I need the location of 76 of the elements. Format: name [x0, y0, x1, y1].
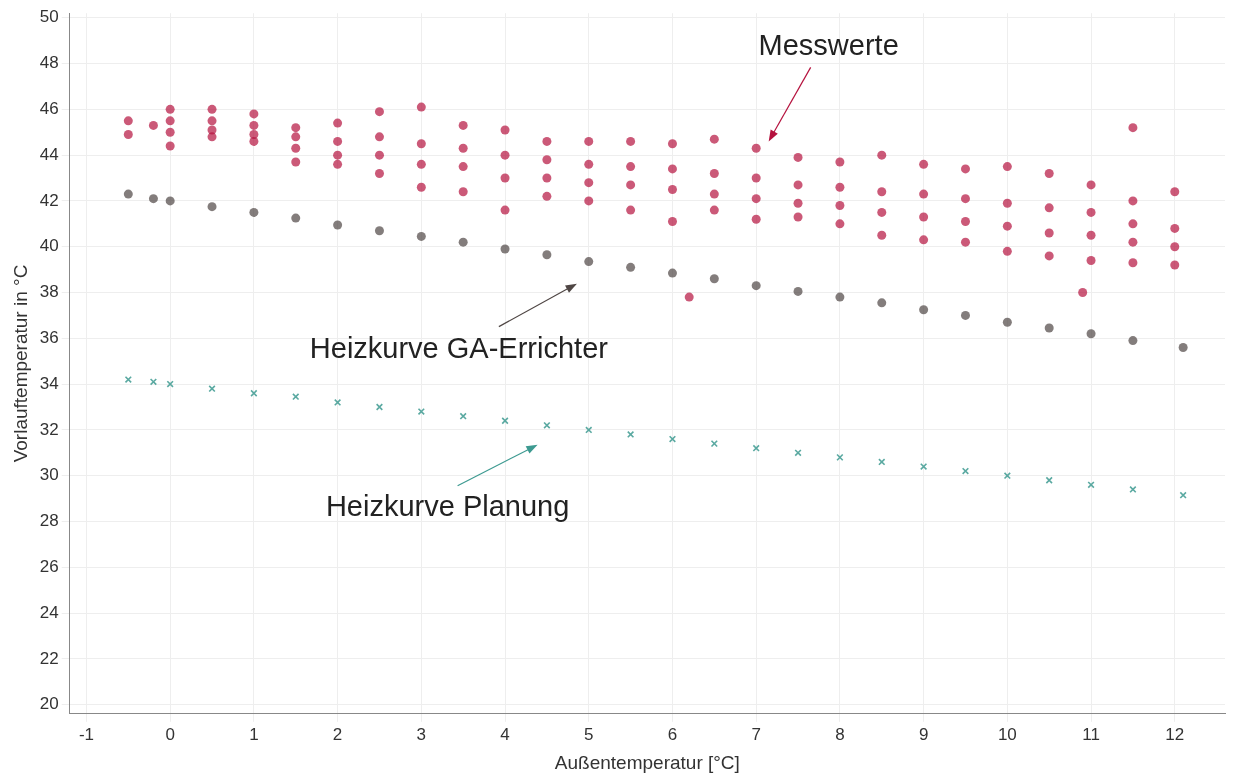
- x-tick-label: 8: [835, 724, 845, 744]
- point: [960, 310, 970, 320]
- point: [1003, 472, 1011, 480]
- x-tick-label: 3: [416, 724, 427, 744]
- point: [626, 430, 635, 439]
- x-tick-label: 11: [1082, 724, 1100, 744]
- point: [459, 412, 467, 420]
- point: [584, 257, 594, 267]
- y-tick-label: 46: [39, 99, 59, 119]
- point: [207, 202, 217, 212]
- x-tick-label: 1: [249, 724, 259, 744]
- x-tick-label: -1: [78, 724, 95, 744]
- y-tick-label: 20: [39, 694, 59, 714]
- point: [751, 281, 761, 291]
- point: [148, 194, 158, 204]
- y-tick-label: 22: [39, 648, 59, 668]
- point: [292, 393, 300, 401]
- x-tick-label: 5: [584, 724, 594, 744]
- point: [333, 398, 342, 407]
- point: [1178, 342, 1188, 352]
- y-tick-label: 48: [39, 53, 59, 73]
- point: [752, 444, 760, 452]
- y-tick-label: 26: [39, 556, 59, 576]
- point: [374, 226, 384, 236]
- point: [458, 237, 468, 247]
- x-tick-label: 2: [332, 724, 343, 744]
- x-tick-label: 12: [1165, 724, 1185, 744]
- point: [291, 213, 301, 223]
- point: [165, 196, 175, 206]
- point: [1179, 491, 1187, 499]
- point: [416, 231, 426, 241]
- x-tick-label: 7: [751, 724, 761, 744]
- point: [1086, 329, 1096, 339]
- x-tick-label: 0: [165, 724, 175, 744]
- y-tick-label: 32: [39, 419, 59, 439]
- x-tick-label: 9: [918, 724, 929, 744]
- y-axis-title: Vorlauftemperatur in °C: [9, 264, 31, 463]
- y-tick-label: 50: [39, 7, 59, 27]
- y-tick-label: 24: [39, 602, 59, 622]
- x-axis-title: Außentemperatur [°C]: [554, 751, 740, 773]
- point: [919, 305, 929, 315]
- x-tick-label: 6: [667, 724, 678, 744]
- annotation: Heizkurve Planung: [325, 489, 570, 522]
- y-tick-label: 30: [39, 465, 59, 485]
- x-tick-label: 10: [997, 724, 1017, 744]
- x-tick-label: 4: [500, 724, 510, 744]
- point: [793, 286, 803, 296]
- point: [1045, 476, 1053, 484]
- point: [835, 292, 845, 302]
- point: [542, 250, 552, 260]
- y-tick-label: 28: [39, 511, 59, 531]
- point: [710, 440, 718, 448]
- point: [667, 268, 677, 278]
- point: [333, 220, 343, 230]
- point: [1087, 481, 1095, 489]
- annotation: Heizkurve GA-Errichter: [309, 331, 609, 364]
- y-tick-label: 36: [39, 328, 59, 347]
- point: [417, 407, 425, 416]
- point: [166, 380, 174, 388]
- point: [250, 389, 258, 397]
- y-tick-label: 42: [39, 190, 59, 210]
- point: [877, 298, 887, 308]
- point: [1002, 317, 1012, 327]
- y-tick-label: 38: [39, 282, 59, 302]
- y-tick-label: 44: [39, 144, 59, 164]
- point: [123, 189, 133, 199]
- annotation: Messwerte: [758, 29, 899, 62]
- y-tick-label: 34: [39, 373, 59, 393]
- point: [1128, 336, 1138, 346]
- point: [1044, 323, 1054, 333]
- point: [919, 462, 928, 471]
- y-tick-label: 40: [39, 236, 59, 256]
- point: [249, 207, 259, 217]
- point: [500, 244, 510, 254]
- point: [709, 274, 719, 284]
- point: [626, 262, 636, 272]
